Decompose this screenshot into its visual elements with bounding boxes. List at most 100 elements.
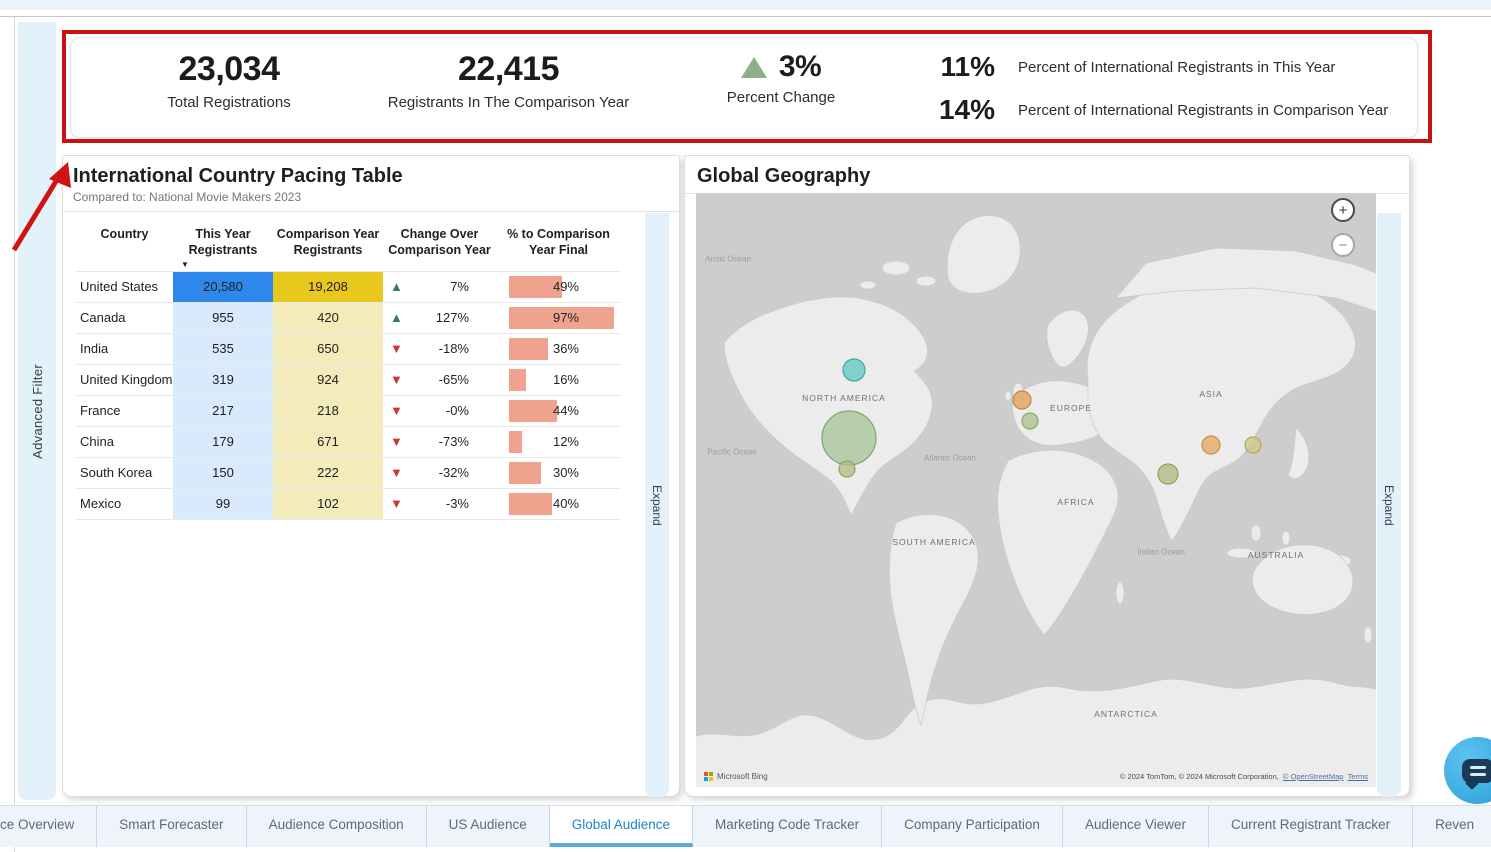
pct-data-bar (509, 368, 527, 391)
map-bubble-india[interactable] (1157, 463, 1179, 485)
map-bubble-china[interactable] (1201, 435, 1221, 455)
pacing-table-panel: International Country Pacing Table Compa… (62, 155, 680, 797)
table-row-canada[interactable]: Canada 955 420 ▲ 127% 97% (76, 301, 621, 333)
expand-rail-map[interactable]: Expand (1377, 213, 1401, 797)
openstreetmap-link[interactable]: © OpenStreetMap (1282, 772, 1344, 781)
kpi-international-block: 11% Percent of International Registrants … (903, 47, 1403, 133)
bing-logo-text: Microsoft Bing (717, 772, 768, 781)
table-body: United States 20,580 19,208 ▲ 7% 49% Canada 955… (76, 270, 621, 520)
pct-value: 30% (552, 464, 579, 480)
pct-value: 97% (552, 309, 579, 325)
map-bubble-mexico[interactable] (838, 460, 856, 478)
pacing-table-title: International Country Pacing Table (73, 165, 403, 187)
column-header-to-comparison-year-final[interactable]: % to Comparison Year Final (507, 227, 610, 258)
kpi-percent-change: 3% Percent Change (691, 50, 871, 106)
global-geography-title: Global Geography (697, 165, 871, 187)
cell-pct-to-comparison-final: 44% (496, 396, 621, 426)
cell-country: Canada (80, 310, 126, 325)
up-triangle-icon: ▲ (390, 279, 403, 294)
advanced-filter-rail[interactable]: Advanced Filter (18, 22, 56, 800)
microsoft-bing-logo: Microsoft Bing (704, 772, 768, 781)
cell-change-over-comparison: ▼ -0% (383, 396, 496, 426)
cell-change-over-comparison: ▼ -32% (383, 458, 496, 488)
tab-global-audience[interactable]: Global Audience (549, 806, 694, 847)
map-bubble-canada[interactable] (842, 358, 866, 382)
table-row-china[interactable]: China 179 671 ▼ -73% 12% (76, 425, 621, 457)
table-row-south-korea[interactable]: South Korea 150 222 ▼ -32% 30% (76, 456, 621, 488)
map-bubble-united-states[interactable] (821, 410, 877, 466)
table-row-france[interactable]: France 217 218 ▼ -0% 44% (76, 394, 621, 426)
cell-this-year-registrants: 150 (173, 457, 273, 488)
cell-pct-to-comparison-final: 12% (496, 427, 621, 457)
chat-fab-button[interactable] (1444, 737, 1491, 804)
cell-change-over-comparison: ▼ -18% (383, 334, 496, 364)
up-triangle-icon (740, 56, 767, 78)
cell-pct-to-comparison-final: 49% (496, 272, 621, 302)
column-header-comparison-year-registrants[interactable]: Comparison Year Registrants (276, 227, 380, 258)
terms-link[interactable]: Terms (1347, 772, 1368, 781)
cell-this-year-registrants: 99 (173, 488, 273, 519)
world-map-svg (696, 193, 1376, 787)
kpi-international-label: Percent of International Registrants in … (1018, 58, 1336, 76)
table-row-united-states[interactable]: United States 20,580 19,208 ▲ 7% 49% (76, 270, 621, 302)
tab-reven[interactable]: Reven (1413, 806, 1491, 847)
tab-company-participation[interactable]: Company Participation (882, 806, 1063, 847)
pct-value: 40% (552, 495, 579, 511)
up-triangle-icon: ▲ (390, 310, 403, 325)
tab-smart-forecaster[interactable]: Smart Forecaster (97, 806, 247, 847)
cell-country: China (80, 434, 114, 449)
chat-bubble-icon (1461, 758, 1491, 783)
cell-comparison-year-registrants: 19,208 (273, 271, 383, 302)
kpi-comparison-label: Registrants In The Comparison Year (387, 94, 630, 111)
cell-pct-to-comparison-final: 36% (496, 334, 621, 364)
tab-audience-viewer[interactable]: Audience Viewer (1063, 806, 1210, 847)
tab-marketing-code-tracker[interactable]: Marketing Code Tracker (693, 806, 883, 847)
table-row-united-kingdom[interactable]: United Kingdom 319 924 ▼ -65% 16% (76, 363, 621, 395)
cell-this-year-registrants: 955 (173, 302, 273, 333)
cell-change-over-comparison: ▲ 127% (383, 303, 496, 333)
kpi-international-row: 14% Percent of International Registrants … (903, 90, 1403, 130)
map-zoom-out-button[interactable]: − (1331, 233, 1355, 257)
map-bubble-united-kingdom[interactable] (1012, 390, 1032, 410)
cell-this-year-registrants: 20,580 (173, 271, 273, 302)
cell-country: France (80, 403, 121, 418)
cell-this-year-registrants: 319 (173, 364, 273, 395)
kpi-international-value: 11% (940, 51, 996, 82)
expand-rail-table[interactable]: Expand (645, 213, 669, 797)
cell-country: South Korea (80, 465, 153, 480)
tab-us-audience[interactable]: US Audience (427, 806, 550, 847)
kpi-international-value: 14% (938, 94, 995, 125)
report-page-tabbar: ce Overview Smart Forecaster Audience Comp… (0, 805, 1491, 847)
map-bubble-south-korea[interactable] (1244, 436, 1262, 454)
advanced-filter-label: Advanced Filter (29, 363, 45, 459)
map-bubble-france[interactable] (1021, 412, 1039, 430)
pacing-table: Country This Year Registrants ▼ Comparison … (76, 218, 621, 520)
change-value: 7% (450, 279, 469, 294)
global-geography-panel: Global Geography (684, 155, 1410, 797)
expand-label: Expand (1382, 484, 1396, 526)
table-row-mexico[interactable]: Mexico 99 102 ▼ -3% 40% (76, 487, 621, 519)
table-row-india[interactable]: India 535 650 ▼ -18% 36% (76, 332, 621, 364)
cell-country: United Kingdom (80, 372, 173, 387)
change-value: -73% (438, 434, 469, 449)
map-zoom-in-button[interactable]: + (1331, 198, 1355, 222)
column-header-country[interactable]: Country (100, 227, 149, 241)
column-header-this-year-registrants[interactable]: This Year Registrants ▼ (181, 227, 258, 270)
change-value: -3% (445, 496, 469, 511)
tab-current-registrant-tracker[interactable]: Current Registrant Tracker (1209, 806, 1414, 847)
change-value: -0% (445, 403, 469, 418)
column-header-change-over-comparison-year[interactable]: Change Over Comparison Year (388, 227, 491, 258)
tab-audience-composition[interactable]: Audience Composition (247, 806, 427, 847)
map-attribution: © 2024 TomTom, © 2024 Microsoft Corporat… (1120, 772, 1368, 781)
pct-value: 36% (552, 340, 579, 356)
cell-this-year-registrants: 535 (173, 333, 273, 364)
world-map[interactable]: Arctic Ocean NORTH AMERICA Pacific Ocean At… (696, 193, 1376, 787)
tab-ce-overview[interactable]: ce Overview (0, 806, 98, 847)
sort-descending-icon[interactable]: ▼ (181, 260, 189, 270)
cell-comparison-year-registrants: 222 (273, 457, 383, 488)
kpi-comparison-value: 22,415 (458, 50, 560, 88)
cell-this-year-registrants: 179 (173, 426, 273, 457)
down-triangle-icon: ▼ (390, 496, 403, 511)
kpi-total-registrations: 23,034 Total Registrations (149, 50, 309, 111)
cell-pct-to-comparison-final: 97% (496, 303, 621, 333)
